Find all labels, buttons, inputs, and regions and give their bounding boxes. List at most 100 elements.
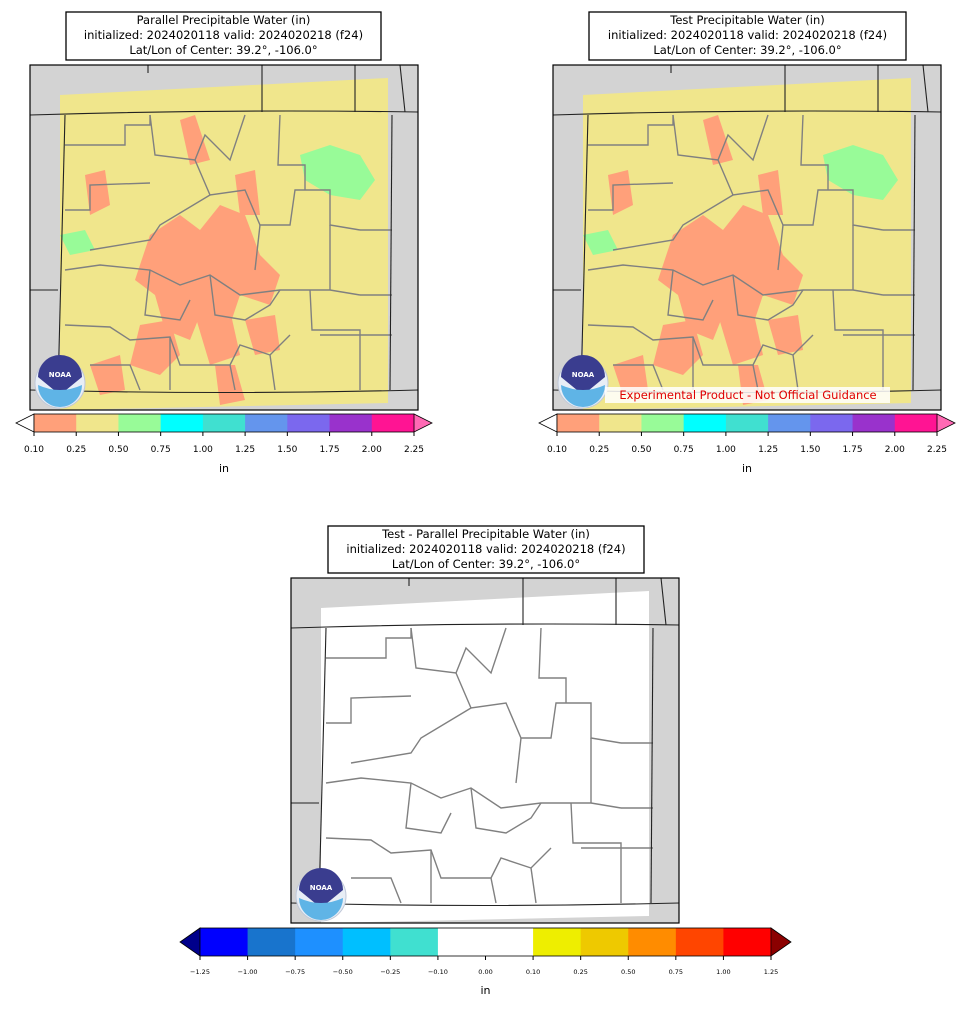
colorbar-segment <box>723 928 772 956</box>
title-line: initialized: 2024020118 valid: 202402021… <box>84 28 363 42</box>
county-line <box>350 707 472 764</box>
colorbar-under <box>15 413 35 433</box>
colorbar-segment <box>287 414 331 432</box>
colorbar-tick-label: 0.50 <box>108 445 128 455</box>
county-line <box>613 364 664 391</box>
colorbar-tick-label: 2.00 <box>362 445 382 455</box>
field-blob <box>758 170 783 215</box>
colorbar-tick-label: −0.50 <box>333 968 353 976</box>
colorbar-tick-label: −1.00 <box>238 968 258 976</box>
state-line <box>57 114 66 391</box>
colorbar-segment <box>245 414 288 432</box>
colorbar-frame <box>556 413 938 433</box>
county-line <box>538 627 567 703</box>
colorbar-tick-label: 0.75 <box>669 968 683 976</box>
title-line: initialized: 2024020118 valid: 202402021… <box>608 28 887 42</box>
county-line <box>277 114 306 190</box>
colorbar-tick-label: 1.00 <box>716 968 730 976</box>
logo-top <box>299 868 343 908</box>
colorbar-tick-label: 2.25 <box>927 445 947 455</box>
state-line <box>580 114 589 391</box>
colorbar-over <box>936 413 956 433</box>
state-line <box>291 623 679 629</box>
field-blob <box>583 230 618 255</box>
county-line <box>672 114 769 162</box>
logo-top <box>561 355 605 395</box>
colorbar-segment <box>768 414 811 432</box>
watermark-bg <box>605 387 890 403</box>
county-line <box>455 672 622 744</box>
field-blob <box>85 170 110 215</box>
colorbar-tick-label: 0.10 <box>547 445 567 455</box>
panel: Test - Parallel Precipitable Water (in) i… <box>179 525 792 997</box>
colorbar-tick-label: 2.25 <box>404 445 424 455</box>
field-blob <box>718 310 763 365</box>
colorbar-tick-label: 1.75 <box>843 445 863 455</box>
map: NOAA <box>29 64 419 411</box>
colorbar-segment <box>580 928 629 956</box>
field-blob <box>135 205 280 340</box>
colorbar-tick-label: 0.50 <box>631 445 651 455</box>
field-blob <box>653 320 703 375</box>
colorbar-under <box>179 927 201 957</box>
logo-bottom <box>561 385 605 407</box>
county-line <box>64 324 291 366</box>
logo-bottom <box>38 385 82 407</box>
county-line <box>515 737 522 784</box>
colorbar-segment <box>202 414 246 432</box>
colorbar-segment <box>160 414 204 432</box>
county-line <box>588 115 674 146</box>
colorbar-tick-label: 0.25 <box>589 445 609 455</box>
colorbar-segment <box>599 414 642 432</box>
map-content <box>553 65 941 410</box>
colorbar-tick-label: −0.75 <box>285 968 305 976</box>
title-line: Test Precipitable Water (in) <box>669 13 825 27</box>
state-line <box>389 114 393 391</box>
county-line <box>89 194 211 251</box>
logo-text: NOAA <box>572 371 595 379</box>
field-blob <box>823 145 898 200</box>
logo-text: NOAA <box>49 371 72 379</box>
county-line <box>209 274 281 321</box>
colorbar-tick-label: 0.10 <box>526 968 540 976</box>
colorbar-segment <box>342 928 391 956</box>
county-line <box>777 224 784 271</box>
logo-text: NOAA <box>310 884 333 892</box>
colorbar-tick-label: −0.10 <box>428 968 448 976</box>
county-line <box>490 877 497 904</box>
title-box <box>327 525 645 574</box>
panel: Parallel Precipitable Water (in)initiali… <box>15 11 433 475</box>
county-line <box>65 182 151 211</box>
colorbar-label: in <box>480 984 490 997</box>
colorbar-segment <box>641 414 685 432</box>
map-frame <box>552 64 942 411</box>
state-line <box>399 65 406 113</box>
map-content <box>30 65 418 410</box>
colorbar-tick-label: 0.10 <box>24 445 44 455</box>
county-line <box>612 194 734 251</box>
county-line <box>351 877 402 904</box>
field-blob <box>768 315 803 355</box>
map-content <box>291 578 679 923</box>
title-line: Test - Parallel Precipitable Water (in) <box>381 527 590 541</box>
county-line <box>309 289 361 390</box>
colorbar-tick-label: 1.75 <box>320 445 340 455</box>
colorbar-segment <box>76 414 119 432</box>
county-line <box>732 274 804 321</box>
watermark: Experimental Product - Not Official Guid… <box>619 388 876 402</box>
county-line <box>90 364 141 391</box>
county-line <box>792 354 799 391</box>
state-line <box>318 627 327 904</box>
map-frame <box>29 64 419 411</box>
county-line <box>149 114 246 162</box>
colorbar-segment <box>557 414 600 432</box>
county-line <box>326 628 412 659</box>
county-line <box>410 627 507 675</box>
county-line <box>570 802 622 903</box>
colorbar-tick-label: 1.00 <box>716 445 736 455</box>
colorbar-tick-label: 1.50 <box>800 445 820 455</box>
colorbar-segment <box>533 928 582 956</box>
colorbar-tick-label: 0.50 <box>621 968 635 976</box>
colorbar-segment <box>485 928 534 956</box>
colorbar-segment <box>329 414 373 432</box>
